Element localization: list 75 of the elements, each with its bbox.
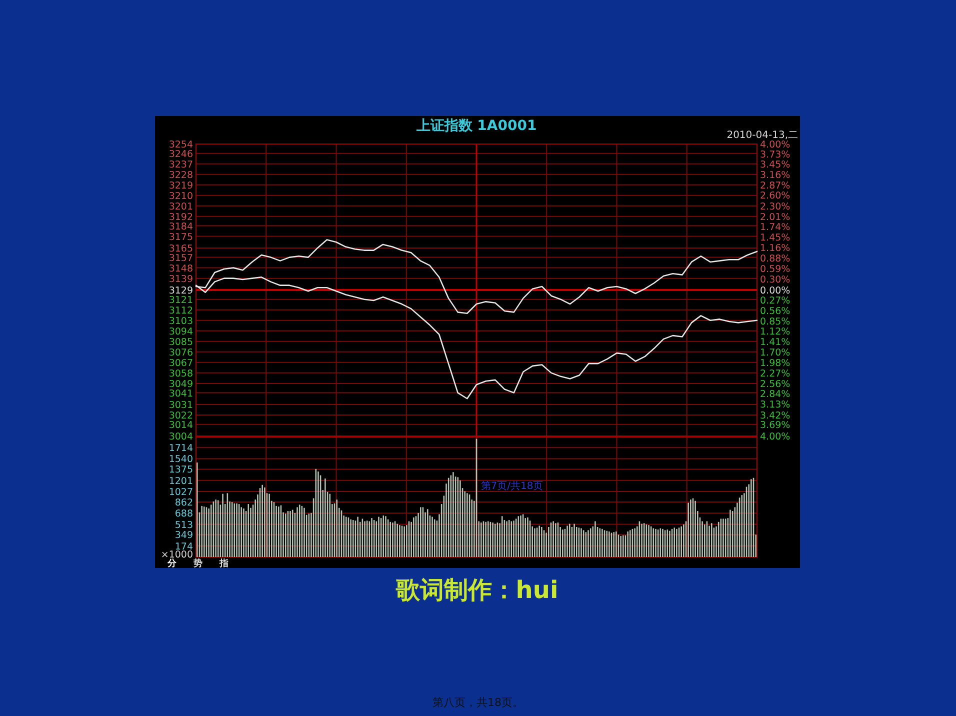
y2-tick-label: 0.85% bbox=[760, 316, 790, 328]
y2-tick-label: 3.42% bbox=[760, 410, 790, 422]
y-tick-label: 3175 bbox=[168, 232, 193, 243]
y2-tick-label: 1.70% bbox=[760, 348, 790, 359]
y2-tick-label: 1.45% bbox=[760, 232, 790, 244]
y-tick-label: 3165 bbox=[168, 243, 193, 254]
y2-tick-label: 3.13% bbox=[760, 400, 790, 411]
y-tick-label: 3049 bbox=[168, 378, 193, 390]
y-tick-label: 349 bbox=[174, 530, 193, 542]
y-tick-label: 3112 bbox=[168, 305, 193, 316]
y2-tick-label: 1.41% bbox=[760, 336, 790, 348]
chart-title: 上证指数 1A0001 bbox=[415, 118, 537, 134]
y-tick-label: 3246 bbox=[168, 148, 193, 160]
y-tick-label: 3022 bbox=[168, 410, 193, 422]
y-tick-label: 3228 bbox=[168, 170, 193, 181]
y-tick-label: 3184 bbox=[168, 221, 193, 232]
y-tick-label: 3219 bbox=[168, 180, 193, 192]
text: 势 bbox=[192, 558, 202, 569]
y-tick-label: 688 bbox=[174, 508, 193, 520]
y-tick-label: 3067 bbox=[168, 358, 193, 369]
y-tick-label: 513 bbox=[174, 520, 193, 531]
y2-tick-label: 2.56% bbox=[760, 378, 790, 390]
y-tick-label: 3192 bbox=[168, 212, 193, 223]
y-tick-label: 3129 bbox=[168, 286, 193, 296]
y-tick-label: 3031 bbox=[168, 400, 193, 411]
y-tick-label: 3058 bbox=[168, 368, 193, 380]
y-tick-label: 1201 bbox=[168, 476, 193, 487]
y-tick-label: 3085 bbox=[168, 336, 193, 348]
annotation: 第7页/共18页 bbox=[480, 480, 544, 492]
y2-tick-label: 0.27% bbox=[760, 295, 790, 306]
y2-tick-label: 1.98% bbox=[760, 358, 790, 369]
y2-tick-label: 3.73% bbox=[760, 149, 790, 160]
text: 歌词制作：hui bbox=[394, 576, 558, 604]
y2-tick-label: 0.30% bbox=[760, 274, 790, 286]
y-tick-label: 3076 bbox=[168, 347, 193, 358]
y-tick-label: 862 bbox=[174, 497, 193, 508]
y2-tick-label: 2.30% bbox=[760, 202, 790, 213]
text: 第八页，共18页。 bbox=[432, 696, 524, 709]
y-tick-label: 1714 bbox=[168, 443, 193, 454]
y-tick-label: 3237 bbox=[168, 159, 193, 170]
y2-tick-label: 1.74% bbox=[760, 222, 790, 233]
y2-tick-label: 4.00% bbox=[760, 432, 790, 442]
y-tick-label: 3157 bbox=[168, 252, 193, 264]
y-tick-label: 3041 bbox=[168, 388, 193, 400]
y-tick-label: 3014 bbox=[168, 420, 193, 431]
y-tick-label: 3210 bbox=[168, 190, 193, 202]
y2-tick-label: 2.01% bbox=[760, 212, 790, 224]
text: 分 bbox=[166, 558, 178, 569]
y-tick-label: 3254 bbox=[168, 140, 193, 150]
text: 指 bbox=[218, 558, 228, 569]
y-tick-label: 1540 bbox=[168, 454, 193, 466]
y2-tick-label: 0.59% bbox=[760, 264, 790, 275]
y-tick-label: 3103 bbox=[168, 316, 193, 327]
y2-tick-label: 1.16% bbox=[760, 243, 790, 254]
y2-tick-label: 3.16% bbox=[760, 170, 790, 182]
y2-tick-label: 0.56% bbox=[760, 306, 790, 317]
y-tick-label: 3148 bbox=[168, 263, 193, 274]
y-tick-label: 1375 bbox=[168, 464, 193, 476]
y2-tick-label: 2.87% bbox=[760, 180, 790, 192]
y-tick-label: 3121 bbox=[168, 294, 193, 306]
y2-tick-label: 3.45% bbox=[760, 160, 790, 171]
y2-tick-label: 1.12% bbox=[760, 326, 790, 338]
y2-tick-label: 0.88% bbox=[760, 253, 790, 264]
chart-subtitle: 2010-04-13,二 bbox=[726, 130, 798, 141]
y-tick-label: 3139 bbox=[168, 274, 193, 285]
y2-tick-label: 3.69% bbox=[760, 420, 790, 432]
y-tick-label: 3094 bbox=[168, 326, 193, 338]
y2-tick-label: 2.60% bbox=[760, 190, 790, 202]
y-tick-label: 3201 bbox=[168, 201, 193, 212]
y2-tick-label: 0.00% bbox=[760, 286, 790, 296]
y2-tick-label: 2.27% bbox=[760, 368, 790, 380]
y-tick-label: 3004 bbox=[168, 432, 193, 442]
y2-tick-label: 4.00% bbox=[760, 140, 790, 150]
y2-tick-label: 2.84% bbox=[760, 389, 790, 400]
y-tick-label: 1027 bbox=[168, 486, 193, 498]
